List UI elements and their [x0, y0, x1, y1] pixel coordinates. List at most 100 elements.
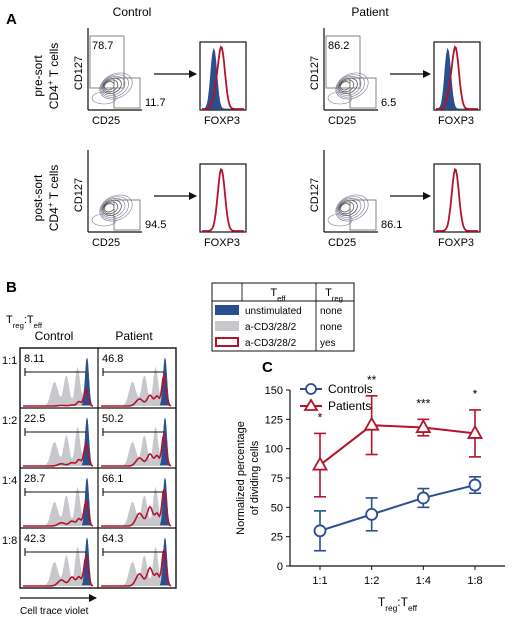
- panel-a-label: A: [6, 11, 17, 28]
- contour-ring: [327, 91, 353, 105]
- y-tick-label: 100: [265, 444, 283, 456]
- dotplot-xlabel: CD25: [328, 115, 356, 127]
- histogram-treg-line: [101, 549, 172, 587]
- contour-ring: [102, 77, 122, 94]
- contour-ring: [102, 199, 122, 216]
- legend-head-teff: Teff: [270, 287, 286, 303]
- panel-c-label: C: [262, 359, 273, 376]
- contour-ring: [327, 213, 353, 227]
- row-label-line2: CD4+ T cells: [45, 43, 61, 110]
- x-axis-label-part: eff: [408, 603, 418, 613]
- row-label-line2-part: CD4: [47, 207, 61, 231]
- histogram-stimulated: [101, 546, 171, 586]
- histogram-frame: [433, 163, 481, 233]
- contour-ring: [103, 201, 119, 215]
- legend-head-treg: Treg: [325, 287, 343, 303]
- contour-ring: [335, 72, 369, 100]
- ctv-axis-label: Cell trace violet: [20, 606, 89, 617]
- row-label-line1: post-sort: [31, 174, 45, 221]
- histogram-xlabel: FOXP3: [204, 115, 240, 127]
- x-tick-label: 1:2: [364, 575, 379, 587]
- division-value-control: 42.3: [24, 533, 45, 545]
- histogram-xlabel: FOXP3: [438, 237, 474, 249]
- ratio-title-part: T: [6, 314, 13, 326]
- panel-b-label: B: [6, 279, 17, 296]
- ratio-label: 1:4: [2, 475, 17, 487]
- gate-value-bottom-right: 86.1: [381, 219, 402, 231]
- point-patients: [363, 416, 380, 431]
- row-label-line2: CD4+ T cells: [45, 165, 61, 232]
- x-tick-label: 1:8: [467, 575, 482, 587]
- legend-row-label: unstimulated: [245, 306, 302, 317]
- y-axis-label-wrap: Normalized percentage of dividing cells: [235, 421, 261, 535]
- legend-head-treg-part: reg: [332, 294, 343, 303]
- dotplot-ylabel-wrap: CD127: [73, 56, 85, 90]
- dotplot-ylabel-wrap: CD127: [309, 178, 321, 212]
- legend-swatch: [215, 305, 239, 315]
- histogram-treg-line: [23, 498, 94, 527]
- legend-head-teff-part: T: [270, 287, 277, 299]
- point-patients: [415, 418, 432, 433]
- point-patients: [466, 424, 484, 439]
- point-controls: [468, 478, 482, 492]
- histogram-treg-line: [23, 553, 94, 587]
- legend-frame: [211, 282, 355, 352]
- y-tick-label: 150: [265, 385, 283, 397]
- gate-box-main: [89, 35, 125, 89]
- row-label-line2-part: CD4: [47, 85, 61, 109]
- histogram-stimulated: [23, 366, 93, 406]
- gate-value-top-left: 78.7: [92, 40, 113, 52]
- series-line-patients: [319, 424, 476, 466]
- gate-value-bottom-right: 6.5: [381, 97, 396, 109]
- significance-mark: *: [318, 410, 323, 424]
- contour-ring: [99, 194, 133, 222]
- division-value-patient: 64.3: [102, 533, 123, 545]
- histogram-treg-line: [101, 371, 172, 407]
- histogram-unstimulated: [81, 477, 93, 526]
- division-value-control: 8.11: [24, 353, 45, 365]
- histogram-foxp3-line: [202, 167, 244, 232]
- legend-marker-circle: [305, 383, 317, 395]
- ratio-title-part: :T: [24, 314, 34, 326]
- point-controls: [416, 491, 430, 505]
- legend-label-controls: Controls: [328, 382, 373, 396]
- histogram-frame: [199, 41, 247, 111]
- row-label-line2-part: T cells: [47, 43, 61, 81]
- y-tick-label: 75: [271, 473, 283, 485]
- x-tick-label: 1:1: [312, 575, 327, 587]
- dotplot-ylabel: CD127: [73, 178, 85, 212]
- dotplot-xlabel: CD25: [92, 115, 120, 127]
- legend-swatch: [215, 337, 239, 347]
- y-tick-label: 125: [265, 414, 283, 426]
- legend-swatch: [215, 321, 239, 331]
- gate-box-treg: [113, 199, 141, 231]
- histogram-treg-line: [101, 489, 172, 527]
- division-value-patient: 50.2: [102, 413, 123, 425]
- dotplot-ylabel-wrap: CD127: [73, 178, 85, 212]
- dotplot-xlabel: CD25: [328, 237, 356, 249]
- histogram-foxp3-line: [436, 167, 478, 232]
- legend-row-label: a-CD3/28/2: [245, 338, 297, 349]
- dotplot-ylabel: CD127: [309, 178, 321, 212]
- row-label-line2-part: T cells: [47, 165, 61, 203]
- panel-c: C 0 25 50 75 100 125 150 1:1 1:2 1:4 1:8 Normalized …: [235, 359, 505, 613]
- legend-head-treg-part: T: [325, 287, 332, 299]
- contour-ring: [339, 201, 355, 215]
- legend-head-teff-part: eff: [277, 294, 286, 303]
- x-axis-label-part: T: [378, 595, 386, 609]
- contour-ring: [335, 194, 369, 222]
- significance-mark: **: [367, 373, 377, 387]
- contour-ring: [338, 199, 358, 216]
- histogram-stimulated: [23, 426, 93, 466]
- dotplot-ylabel-wrap: CD127: [309, 56, 321, 90]
- contour-ring: [91, 213, 117, 227]
- y-axis-label: Normalized percentage: [235, 421, 247, 535]
- legend-marker-triangle: [303, 398, 319, 411]
- ratio-label: 1:2: [2, 415, 17, 427]
- col-label-control-b: Control: [35, 329, 74, 343]
- gate-value-bottom-right: 94.5: [145, 219, 166, 231]
- dotplot-ylabel: CD127: [309, 56, 321, 90]
